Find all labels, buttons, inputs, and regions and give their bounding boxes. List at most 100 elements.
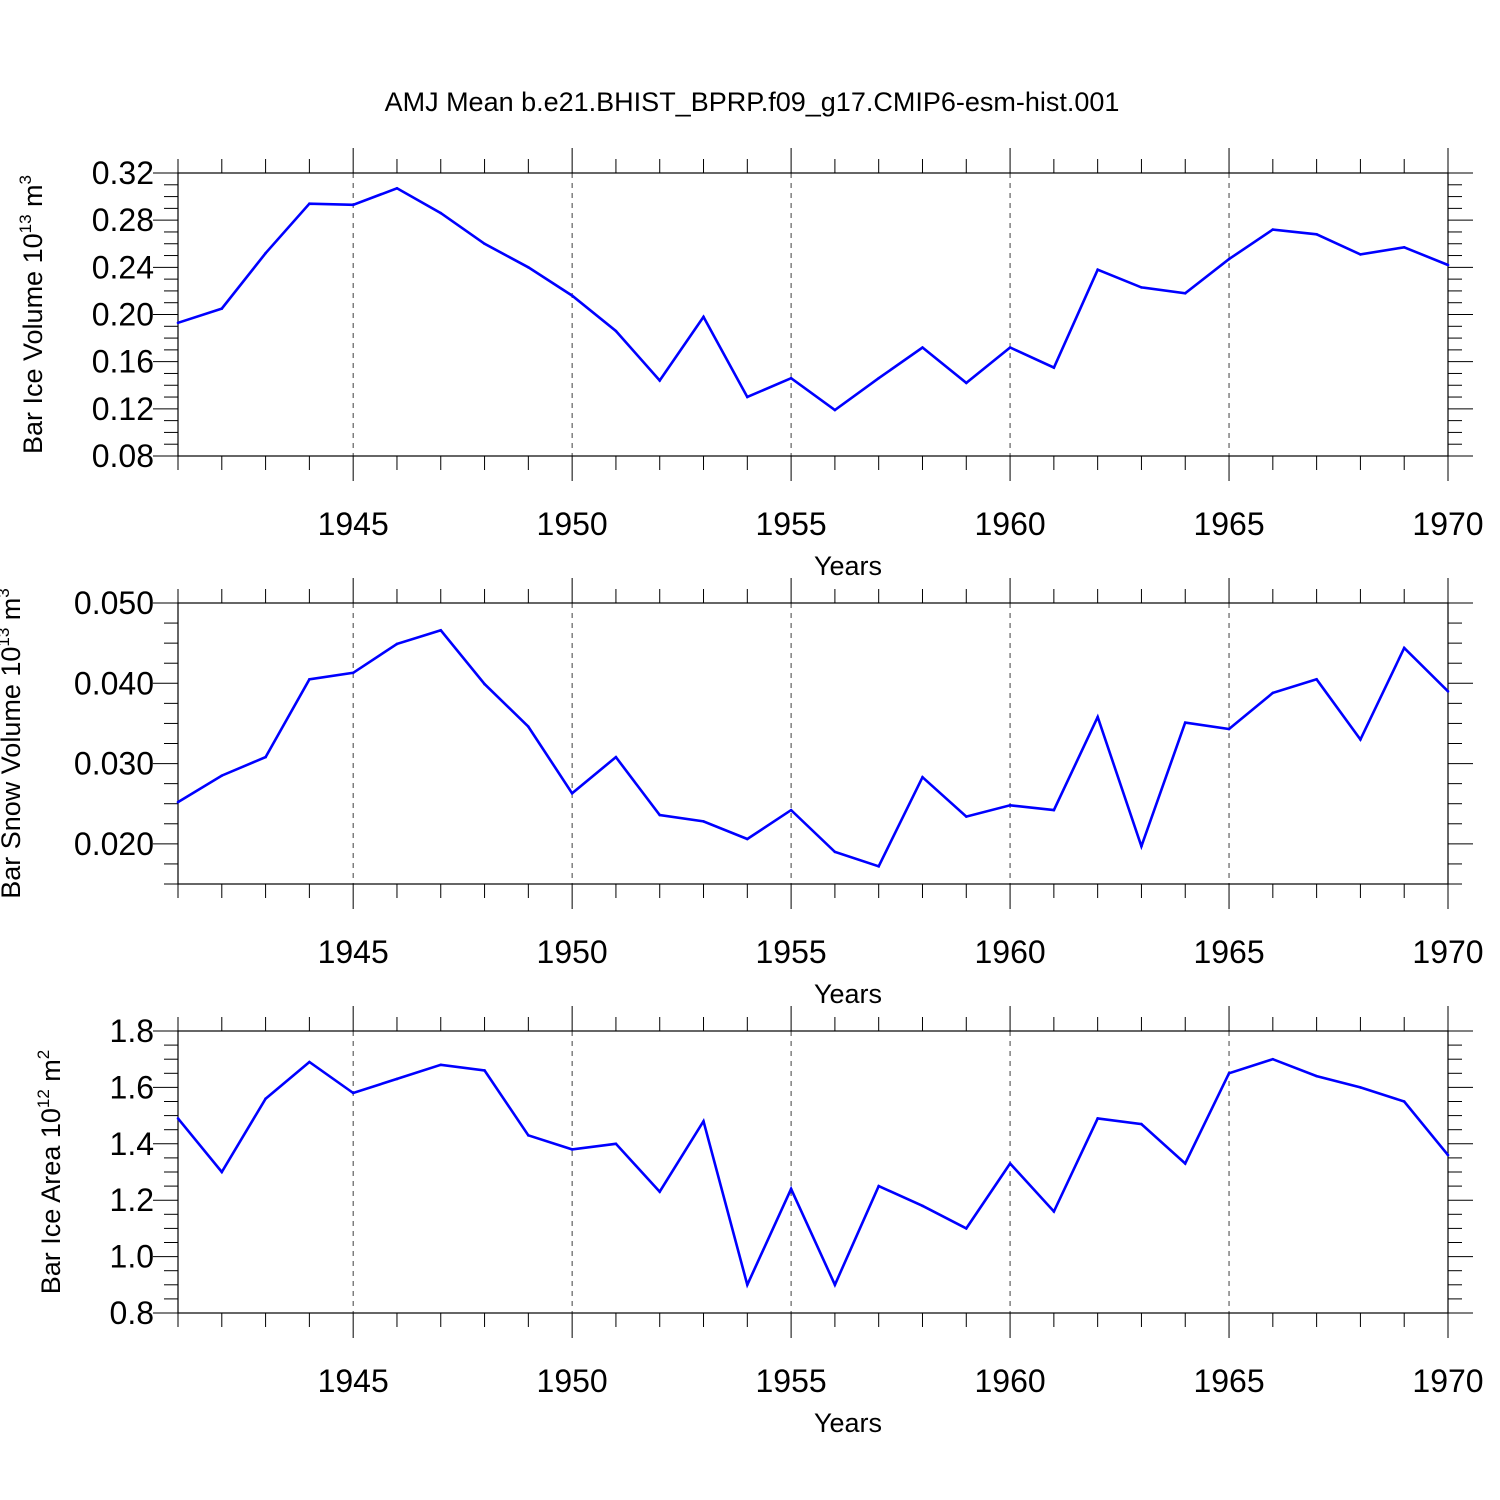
data-point [1008,804,1012,807]
data-point [264,755,267,759]
chart-panels: 0.08 0.12 0.16 0.20 0.24 0.28 0.32 1945 1950 1955… [0,148,1484,1438]
data-point [964,381,968,385]
data-point [1315,1074,1318,1078]
data-point [1271,691,1275,695]
data-point [1052,1210,1056,1213]
data-point [614,755,618,759]
data-point [439,1063,443,1067]
y-axis-label-part: 3 [0,588,13,597]
x-tick-label: 1970 [1412,934,1483,970]
data-point [702,1119,705,1123]
data-point [395,642,399,646]
data-point [702,820,705,823]
data-point [614,1142,618,1146]
y-tick-label: 1.8 [110,1013,154,1049]
y-axis-label: Bar Snow Volume 1013 m3 [0,588,26,899]
y-tick-label: 0.12 [92,391,154,427]
data-point [964,1227,968,1230]
y-axis-label-part: Bar Ice Area 10 [36,1108,66,1294]
data-point [483,1069,486,1072]
figure-title: AMJ Mean b.e21.BHIST_BPRP.f09_g17.CMIP6-… [385,87,1120,117]
series-line [176,1057,1450,1289]
data-point [1140,844,1143,848]
x-axis-label: Years [814,979,882,1009]
y-axis-label-part: 13 [16,214,35,233]
data-point [789,1187,793,1191]
series-line [177,628,1449,868]
x-tick-label: 1945 [318,506,389,542]
data-point [308,1060,311,1064]
data-point [658,813,662,817]
x-tick-label: 1950 [537,934,608,970]
y-axis-label: Bar Ice Volume 1013 m3 [16,175,48,454]
data-point [1446,263,1450,267]
data-point [1315,233,1318,236]
y-axis-label-part: 13 [0,628,13,647]
y-tick-label: 0.32 [92,155,154,191]
y-tick-label: 1.6 [110,1069,154,1105]
data-point [351,671,355,675]
data-point [921,775,924,779]
data-point [921,1204,924,1208]
data-point [1227,257,1231,261]
data-point [658,379,662,382]
x-tick-label: 1945 [318,934,389,970]
data-point [1359,738,1362,741]
data-point [746,837,749,841]
y-tick-label: 0.040 [74,665,154,701]
data-point [1446,690,1450,693]
chart-panel-2: 0.020 0.030 0.040 0.050 1945 1950 1955 1960 1965… [0,578,1484,1009]
data-point [877,376,880,380]
x-tick-label: 1955 [756,934,827,970]
data-point [527,1134,530,1137]
x-tick-label: 1970 [1412,1363,1483,1399]
data-point [1008,346,1012,349]
data-point [1052,808,1056,812]
x-tick-label: 1945 [318,1363,389,1399]
y-axis-label: Bar Ice Area 1012 m2 [34,1050,66,1295]
data-point [1359,253,1362,256]
y-tick-label: 0.28 [92,202,154,238]
series-line [177,186,1449,412]
data-point [746,395,749,399]
y-tick-label: 0.20 [92,297,154,333]
y-tick-label: 0.020 [74,826,154,862]
data-point [921,346,924,349]
data-point [264,251,267,255]
x-tick-label: 1965 [1193,934,1264,970]
y-axis-label-part: Bar Ice Volume 10 [18,233,48,454]
data-point [702,315,705,319]
y-tick-label: 0.030 [74,746,154,782]
y-tick-label: 1.4 [110,1126,154,1162]
data-point [1183,1162,1187,1165]
data-point [1359,1086,1362,1089]
data-point [1446,1153,1450,1157]
data-point [176,321,180,325]
data-point [483,682,486,686]
data-point [789,808,793,812]
y-tick-label: 0.050 [74,585,154,621]
data-point [1227,1072,1231,1075]
data-point [1227,727,1231,731]
data-point [614,329,618,333]
data-point [570,1148,574,1151]
x-tick-label: 1970 [1412,506,1483,542]
data-point [527,725,530,728]
data-point [308,202,311,205]
data-point [570,294,574,297]
data-point [877,865,880,868]
data-point [1271,228,1275,231]
data-point [1096,715,1099,719]
data-point [439,211,443,215]
x-tick-label: 1950 [537,1363,608,1399]
data-point [789,376,793,380]
chart-panel-3: 0.8 1.0 1.2 1.4 1.6 1.8 1945 1950 1955 1960 1965 19… [34,1006,1484,1438]
data-point [395,187,399,190]
data-point [1008,1162,1012,1165]
data-point [1140,286,1143,289]
data-point [176,1117,180,1120]
data-point [1140,1122,1143,1126]
data-point [658,1190,662,1194]
data-point [877,1184,880,1188]
